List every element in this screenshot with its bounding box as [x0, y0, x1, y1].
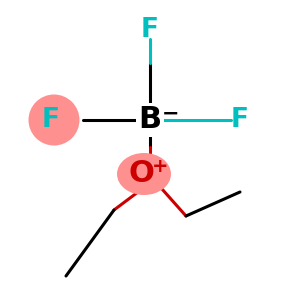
Circle shape: [28, 94, 80, 146]
Text: F: F: [141, 17, 159, 43]
Text: B: B: [138, 106, 162, 134]
Text: −: −: [162, 104, 180, 124]
Text: F: F: [231, 107, 249, 133]
Text: O: O: [128, 160, 154, 188]
Text: F: F: [42, 107, 60, 133]
Ellipse shape: [117, 153, 171, 195]
Text: +: +: [152, 157, 169, 176]
